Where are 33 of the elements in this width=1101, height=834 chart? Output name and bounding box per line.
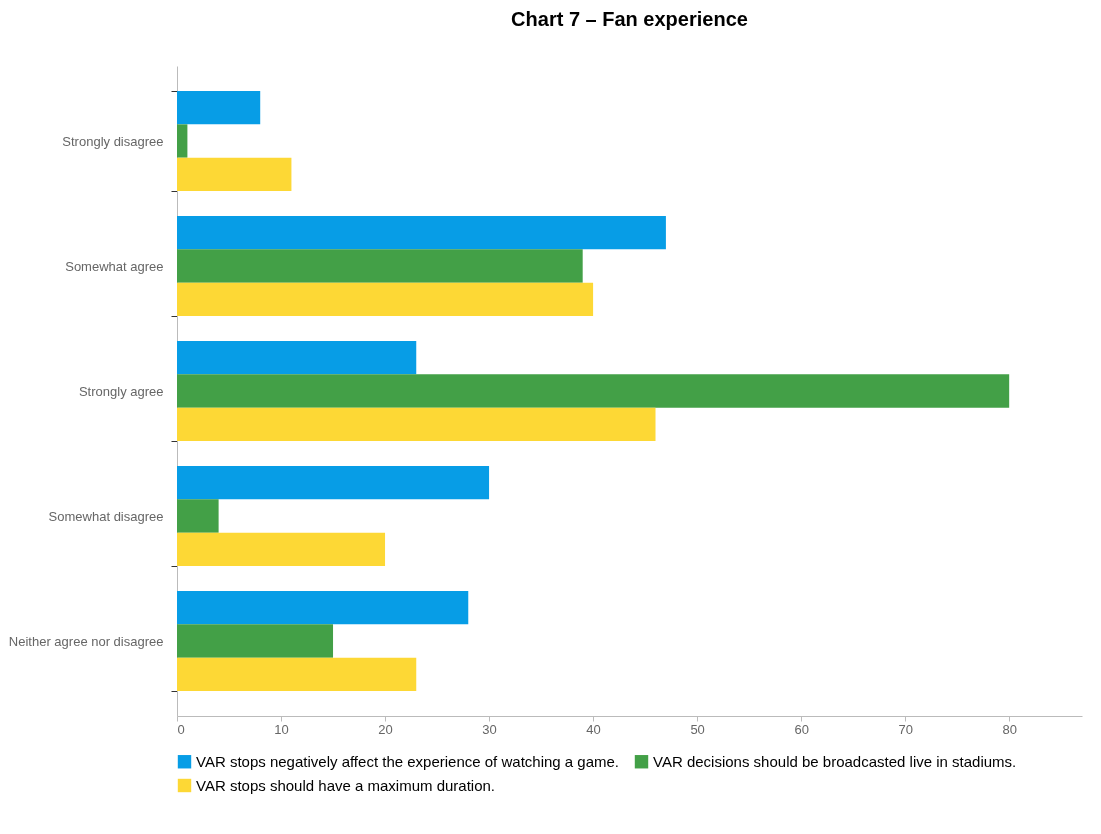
chart-title: Chart 7 – Fan experience bbox=[511, 8, 748, 30]
y-tick-label: Strongly disagree bbox=[62, 133, 164, 149]
x-tick-label: 40 bbox=[586, 721, 601, 737]
x-tick-label: 80 bbox=[1002, 721, 1017, 737]
bar bbox=[177, 591, 469, 625]
x-tick-label: 70 bbox=[898, 721, 913, 737]
bar bbox=[177, 249, 583, 283]
x-tick-label: 30 bbox=[482, 721, 497, 737]
bar bbox=[177, 157, 292, 191]
x-tick-label: 20 bbox=[378, 721, 393, 737]
bar bbox=[177, 657, 417, 691]
y-tick-label: Somewhat agree bbox=[65, 258, 164, 274]
bar bbox=[177, 499, 219, 533]
bar bbox=[177, 124, 188, 158]
x-tick-label: 50 bbox=[690, 721, 705, 737]
bar bbox=[177, 466, 490, 500]
bar bbox=[177, 216, 666, 250]
legend-label: VAR decisions should be broadcasted live in stadiums. bbox=[653, 752, 1017, 770]
bar bbox=[177, 624, 334, 658]
bar bbox=[177, 282, 594, 316]
bar bbox=[177, 341, 417, 375]
legend-label: VAR stops negatively affect the experience of watching a game. bbox=[196, 752, 620, 770]
bar bbox=[177, 532, 386, 566]
x-tick-label: 60 bbox=[794, 721, 809, 737]
bar bbox=[177, 407, 656, 441]
x-tick-label: 10 bbox=[274, 721, 289, 737]
bar bbox=[177, 374, 1010, 408]
y-tick-label: Somewhat disagree bbox=[48, 508, 164, 524]
y-tick-label: Strongly agree bbox=[78, 383, 164, 399]
legend-label: VAR stops should have a maximum duration. bbox=[196, 776, 496, 794]
y-tick-label: Neither agree nor disagree bbox=[8, 633, 164, 649]
x-tick-label: 0 bbox=[177, 721, 185, 737]
bar bbox=[177, 91, 261, 125]
